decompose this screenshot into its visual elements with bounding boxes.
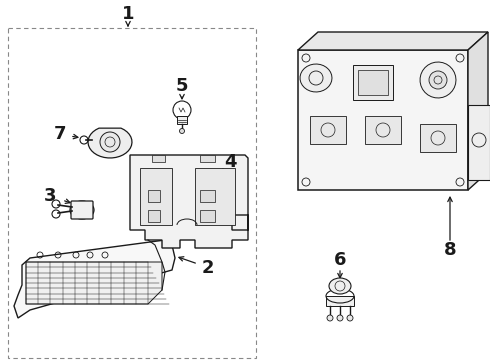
Polygon shape: [468, 32, 488, 190]
Polygon shape: [420, 62, 456, 98]
Ellipse shape: [329, 278, 351, 294]
Bar: [326, 296, 354, 306]
Circle shape: [337, 315, 343, 321]
Polygon shape: [140, 168, 172, 225]
Polygon shape: [365, 116, 401, 144]
Circle shape: [327, 315, 333, 321]
Text: 1: 1: [122, 5, 134, 23]
Polygon shape: [298, 32, 488, 50]
Polygon shape: [420, 124, 456, 152]
Text: 7: 7: [54, 125, 66, 143]
Text: 3: 3: [44, 187, 56, 205]
Polygon shape: [195, 168, 235, 225]
Text: 8: 8: [443, 241, 456, 259]
Polygon shape: [200, 190, 215, 202]
Polygon shape: [130, 155, 248, 248]
Text: 2: 2: [202, 259, 214, 277]
FancyBboxPatch shape: [71, 201, 93, 219]
Bar: [8, 28, 256, 358]
Circle shape: [429, 71, 447, 89]
Polygon shape: [148, 190, 160, 202]
Polygon shape: [310, 116, 346, 144]
Circle shape: [179, 129, 185, 134]
Polygon shape: [200, 155, 215, 162]
Text: 5: 5: [176, 77, 188, 95]
Polygon shape: [298, 50, 468, 190]
Polygon shape: [148, 210, 160, 222]
Polygon shape: [358, 70, 388, 95]
Polygon shape: [200, 210, 215, 222]
Bar: [177, 116, 187, 124]
Text: 4: 4: [224, 153, 236, 171]
Text: 6: 6: [334, 251, 346, 269]
Polygon shape: [26, 262, 162, 304]
Circle shape: [100, 132, 120, 152]
Polygon shape: [300, 64, 332, 92]
Polygon shape: [152, 155, 165, 162]
Polygon shape: [14, 240, 175, 318]
Circle shape: [347, 315, 353, 321]
Polygon shape: [468, 105, 490, 180]
Polygon shape: [353, 65, 393, 100]
Polygon shape: [88, 128, 132, 158]
